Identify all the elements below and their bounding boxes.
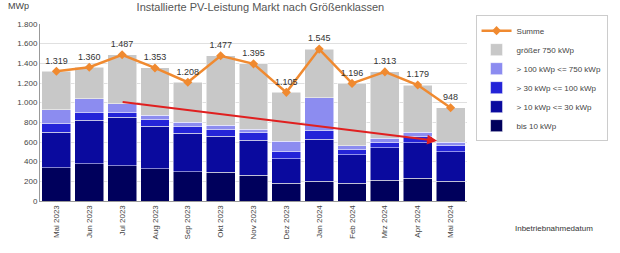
svg-text:800: 800 [24,118,38,127]
svg-text:1.800: 1.800 [17,20,38,29]
svg-text:größer 750 kWp: größer 750 kWp [517,46,575,55]
svg-text:1.196: 1.196 [341,68,364,78]
svg-text:Inbetriebnahmedatum: Inbetriebnahmedatum [515,224,593,233]
svg-text:> 10 kWp <= 30 kWp: > 10 kWp <= 30 kWp [517,103,592,112]
svg-text:> 30 kWp <= 100 kWp: > 30 kWp <= 100 kWp [517,84,597,93]
svg-text:1.477: 1.477 [209,40,232,50]
svg-text:Mai 2024: Mai 2024 [446,205,455,238]
svg-text:Feb 2024: Feb 2024 [348,205,357,239]
svg-text:Apr 2024: Apr 2024 [413,205,422,238]
svg-text:Mrz 2024: Mrz 2024 [380,205,389,239]
svg-text:Nov 2023: Nov 2023 [249,205,258,240]
svg-text:1.400: 1.400 [17,59,38,68]
svg-text:Sep 2023: Sep 2023 [183,205,192,240]
svg-text:MWp: MWp [8,1,29,11]
svg-text:1.395: 1.395 [242,48,265,58]
svg-text:Dez 2023: Dez 2023 [282,205,291,240]
svg-text:Jul 2023: Jul 2023 [118,205,127,236]
svg-text:Jan 2024: Jan 2024 [315,205,324,238]
svg-text:1.353: 1.353 [144,52,167,62]
svg-text:1.545: 1.545 [308,33,331,43]
svg-text:Installierte PV-Leistung Markt: Installierte PV-Leistung Markt nach Größ… [137,1,385,13]
svg-text:1.600: 1.600 [17,39,38,48]
svg-text:Jun 2023: Jun 2023 [85,205,94,238]
svg-text:948: 948 [443,92,458,102]
svg-text:200: 200 [24,177,38,186]
svg-text:Aug 2023: Aug 2023 [151,205,160,240]
svg-text:> 100 kWp <= 750 kWp: > 100 kWp <= 750 kWp [517,65,601,74]
svg-text:1.200: 1.200 [17,79,38,88]
svg-text:1.000: 1.000 [17,98,38,107]
svg-text:bis 10 kWp: bis 10 kWp [517,122,557,131]
svg-text:Mai 2023: Mai 2023 [52,205,61,238]
svg-text:Okt 2023: Okt 2023 [216,205,225,238]
svg-text:0: 0 [33,197,38,206]
svg-text:1.319: 1.319 [45,56,68,66]
svg-text:Summe: Summe [517,27,545,36]
svg-text:1.208: 1.208 [177,67,200,77]
svg-text:1.360: 1.360 [78,52,101,62]
svg-text:600: 600 [24,138,38,147]
svg-text:1.313: 1.313 [374,56,397,66]
svg-text:1.487: 1.487 [111,39,134,49]
svg-text:1.179: 1.179 [406,69,429,79]
svg-text:1.105: 1.105 [275,77,298,87]
svg-text:400: 400 [24,157,38,166]
